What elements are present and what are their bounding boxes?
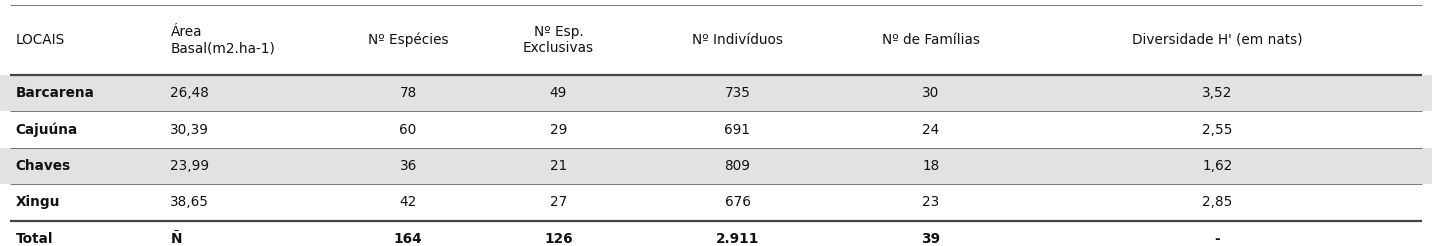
Text: 39: 39 (921, 232, 941, 246)
Text: Barcarena: Barcarena (16, 86, 95, 100)
Text: 21: 21 (550, 159, 567, 173)
Text: 42: 42 (400, 196, 417, 209)
Text: 809: 809 (725, 159, 750, 173)
Text: 2.911: 2.911 (716, 232, 759, 246)
Text: 1,62: 1,62 (1201, 159, 1233, 173)
Text: 38,65: 38,65 (170, 196, 209, 209)
Text: 30,39: 30,39 (170, 123, 209, 137)
Text: 30: 30 (922, 86, 939, 100)
Text: 691: 691 (725, 123, 750, 137)
Text: 36: 36 (400, 159, 417, 173)
Text: Ñ: Ñ (170, 232, 182, 246)
Text: Nº Esp.
Exclusivas: Nº Esp. Exclusivas (523, 25, 594, 55)
Text: 26,48: 26,48 (170, 86, 209, 100)
Text: 24: 24 (922, 123, 939, 137)
Text: 23: 23 (922, 196, 939, 209)
Text: 49: 49 (550, 86, 567, 100)
Bar (0, 221, 1432, 246)
Text: LOCAIS: LOCAIS (16, 33, 64, 47)
Text: 29: 29 (550, 123, 567, 137)
Text: Nº Espécies: Nº Espécies (368, 33, 448, 47)
Text: Nº Indivíduos: Nº Indivíduos (692, 33, 783, 47)
Text: Xingu: Xingu (16, 196, 60, 209)
Text: 60: 60 (400, 123, 417, 137)
Text: 23,99: 23,99 (170, 159, 209, 173)
Text: 2,55: 2,55 (1201, 123, 1233, 137)
Text: 126: 126 (544, 232, 573, 246)
Bar (0, 148, 1432, 184)
Text: Nº de Famílias: Nº de Famílias (882, 33, 979, 47)
Text: 78: 78 (400, 86, 417, 100)
Text: -: - (1214, 232, 1220, 246)
Text: Chaves: Chaves (16, 159, 70, 173)
Bar (0, 75, 1432, 111)
Text: 18: 18 (922, 159, 939, 173)
Text: Área
Basal(m2.ha-1): Área Basal(m2.ha-1) (170, 25, 275, 55)
Text: 735: 735 (725, 86, 750, 100)
Text: 27: 27 (550, 196, 567, 209)
Text: 3,52: 3,52 (1201, 86, 1233, 100)
Text: Diversidade H' (em nats): Diversidade H' (em nats) (1131, 33, 1303, 47)
Bar (0, 111, 1432, 148)
Bar (0, 5, 1432, 75)
Text: Cajuúna: Cajuúna (16, 123, 77, 137)
Text: 2,85: 2,85 (1201, 196, 1233, 209)
Text: 676: 676 (725, 196, 750, 209)
Text: Total: Total (16, 232, 53, 246)
Text: 164: 164 (394, 232, 422, 246)
Bar (0, 184, 1432, 221)
